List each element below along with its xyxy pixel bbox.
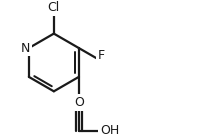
Text: Cl: Cl [48,1,60,14]
Text: O: O [74,96,84,109]
Text: F: F [98,49,105,62]
Text: OH: OH [100,124,119,137]
Text: N: N [20,42,30,55]
